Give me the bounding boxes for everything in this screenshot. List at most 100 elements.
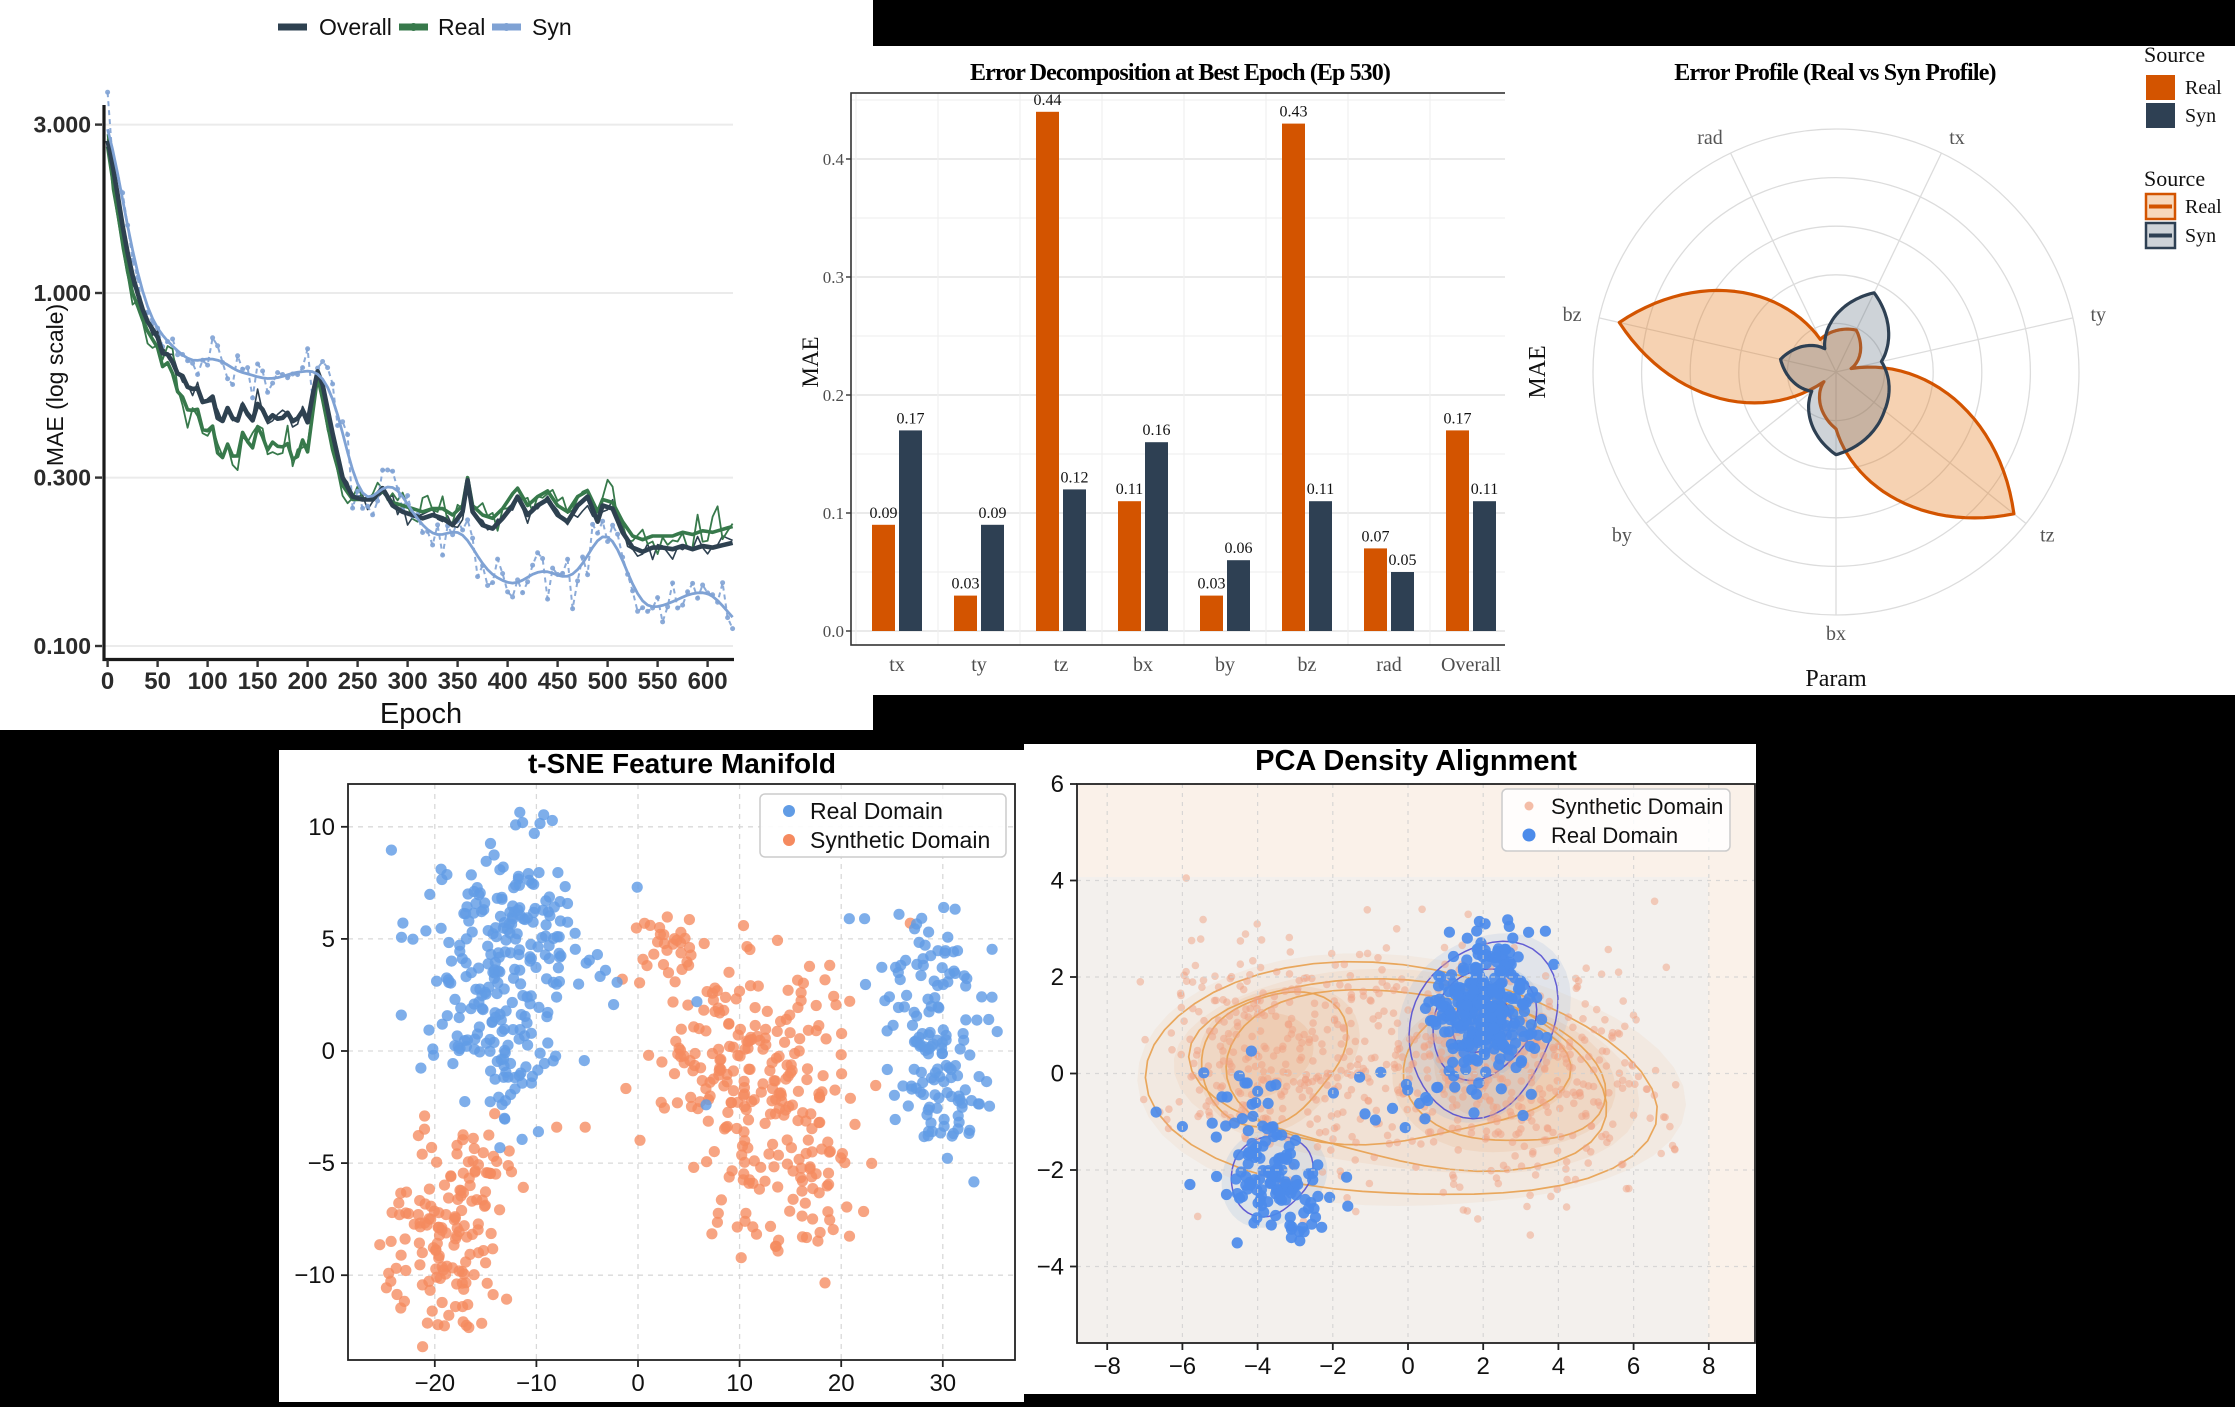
svg-text:10: 10	[308, 814, 335, 841]
svg-text:−2: −2	[1037, 1157, 1064, 1184]
svg-text:0.1: 0.1	[823, 504, 844, 523]
svg-text:t-SNE Feature Manifold: t-SNE Feature Manifold	[528, 750, 836, 779]
svg-text:0.09: 0.09	[979, 505, 1007, 522]
svg-text:−8: −8	[1094, 1353, 1121, 1380]
svg-text:bx: bx	[1826, 623, 1846, 645]
svg-text:by: by	[1612, 525, 1632, 547]
svg-text:1.000: 1.000	[33, 280, 91, 306]
svg-text:0.11: 0.11	[1307, 481, 1334, 498]
svg-text:rad: rad	[1376, 654, 1402, 676]
svg-text:rad: rad	[1697, 127, 1723, 149]
svg-text:4: 4	[1051, 868, 1064, 895]
svg-text:150: 150	[238, 668, 278, 695]
svg-text:−4: −4	[1244, 1353, 1271, 1380]
svg-text:Error Decomposition at Best Ep: Error Decomposition at Best Epoch (Ep 53…	[970, 60, 1390, 86]
svg-text:−6: −6	[1169, 1353, 1196, 1380]
svg-text:600: 600	[688, 668, 728, 695]
svg-text:0.2: 0.2	[823, 386, 844, 405]
svg-text:0: 0	[101, 668, 114, 695]
svg-text:0.300: 0.300	[33, 465, 91, 491]
svg-text:10: 10	[726, 1370, 753, 1397]
svg-text:0.11: 0.11	[1471, 481, 1498, 498]
svg-text:Syn: Syn	[2185, 105, 2216, 127]
svg-text:Param: Param	[1805, 666, 1867, 692]
svg-text:Real: Real	[2185, 196, 2222, 218]
svg-text:Syn: Syn	[2185, 225, 2216, 247]
svg-text:Real Domain: Real Domain	[1551, 823, 1678, 848]
svg-text:Real: Real	[438, 14, 485, 40]
svg-text:Synthetic Domain: Synthetic Domain	[1551, 794, 1723, 819]
svg-text:−20: −20	[414, 1370, 455, 1397]
svg-text:MAE (log scale): MAE (log scale)	[42, 304, 68, 466]
svg-text:bx: bx	[1133, 654, 1153, 676]
svg-text:0.16: 0.16	[1143, 422, 1171, 439]
svg-text:−5: −5	[308, 1150, 335, 1177]
svg-text:0.43: 0.43	[1280, 104, 1308, 121]
svg-text:−10: −10	[294, 1262, 335, 1289]
svg-text:PCA Density Alignment: PCA Density Alignment	[1255, 745, 1577, 777]
svg-text:Syn: Syn	[532, 14, 572, 40]
svg-text:bz: bz	[1563, 304, 1582, 326]
svg-text:0.06: 0.06	[1225, 540, 1253, 557]
svg-text:0.4: 0.4	[823, 150, 845, 169]
svg-text:Real: Real	[2185, 77, 2222, 99]
svg-text:Overall: Overall	[1441, 654, 1501, 676]
svg-text:6: 6	[1627, 1353, 1640, 1380]
svg-text:0.07: 0.07	[1362, 528, 1390, 545]
svg-text:550: 550	[638, 668, 678, 695]
svg-text:0.0: 0.0	[823, 622, 844, 641]
svg-text:tz: tz	[1054, 654, 1069, 676]
svg-text:Overall: Overall	[319, 14, 392, 40]
svg-text:tx: tx	[889, 654, 905, 676]
svg-text:−10: −10	[516, 1370, 557, 1397]
svg-text:20: 20	[828, 1370, 855, 1397]
svg-text:2: 2	[1477, 1353, 1490, 1380]
svg-text:by: by	[1215, 654, 1235, 676]
svg-text:0.09: 0.09	[870, 505, 898, 522]
svg-text:Source: Source	[2144, 166, 2205, 191]
svg-text:2: 2	[1051, 964, 1064, 991]
svg-text:tx: tx	[1949, 127, 1965, 149]
svg-text:ty: ty	[971, 654, 987, 676]
svg-text:Source: Source	[2144, 46, 2205, 67]
svg-text:−2: −2	[1319, 1353, 1346, 1380]
svg-text:5: 5	[322, 926, 335, 953]
svg-text:MAE: MAE	[1525, 345, 1551, 398]
svg-text:3.000: 3.000	[33, 112, 91, 138]
svg-text:Error Profile (Real vs Syn Pro: Error Profile (Real vs Syn Profile)	[1674, 60, 1996, 86]
svg-text:ty: ty	[2091, 304, 2107, 326]
svg-text:0.17: 0.17	[1444, 410, 1472, 427]
svg-text:0.03: 0.03	[952, 576, 980, 593]
svg-text:0.3: 0.3	[823, 268, 844, 287]
svg-text:tz: tz	[2040, 525, 2055, 547]
svg-text:6: 6	[1051, 771, 1064, 798]
svg-text:50: 50	[144, 668, 171, 695]
svg-text:450: 450	[538, 668, 578, 695]
svg-text:500: 500	[588, 668, 628, 695]
svg-text:0.03: 0.03	[1198, 576, 1226, 593]
svg-text:300: 300	[388, 668, 428, 695]
svg-text:0.12: 0.12	[1061, 469, 1089, 486]
svg-text:bz: bz	[1298, 654, 1317, 676]
svg-text:200: 200	[288, 668, 328, 695]
svg-text:4: 4	[1552, 1353, 1565, 1380]
svg-text:0.100: 0.100	[33, 633, 91, 659]
svg-text:MAE: MAE	[798, 336, 823, 387]
svg-text:400: 400	[488, 668, 528, 695]
svg-text:−4: −4	[1037, 1254, 1064, 1281]
svg-text:100: 100	[188, 668, 228, 695]
svg-text:Real Domain: Real Domain	[810, 798, 943, 824]
svg-text:Epoch: Epoch	[380, 698, 462, 730]
svg-text:0.44: 0.44	[1034, 92, 1062, 109]
svg-text:0.05: 0.05	[1389, 552, 1417, 569]
svg-text:30: 30	[929, 1370, 956, 1397]
svg-text:0: 0	[1051, 1061, 1064, 1088]
svg-text:Synthetic Domain: Synthetic Domain	[810, 827, 990, 853]
svg-text:250: 250	[338, 668, 378, 695]
svg-text:350: 350	[438, 668, 478, 695]
svg-text:8: 8	[1702, 1353, 1715, 1380]
svg-text:0.11: 0.11	[1116, 481, 1143, 498]
svg-text:0: 0	[1401, 1353, 1414, 1380]
svg-text:0.17: 0.17	[897, 410, 925, 427]
svg-text:0: 0	[631, 1370, 644, 1397]
